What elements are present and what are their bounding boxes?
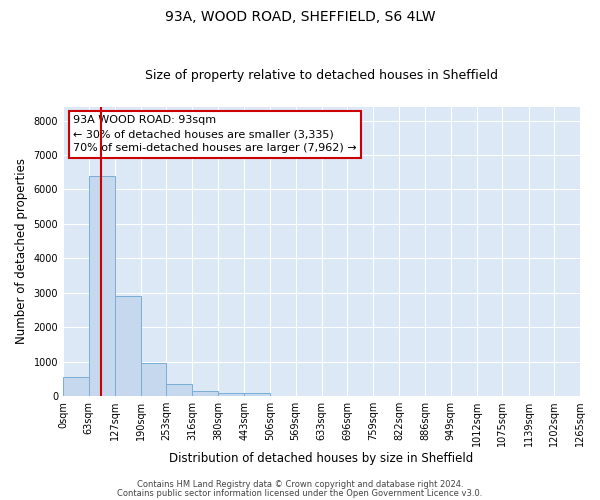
X-axis label: Distribution of detached houses by size in Sheffield: Distribution of detached houses by size … bbox=[169, 452, 473, 465]
Bar bbox=[89, 176, 115, 396]
Bar bbox=[244, 394, 270, 396]
Text: Contains HM Land Registry data © Crown copyright and database right 2024.: Contains HM Land Registry data © Crown c… bbox=[137, 480, 463, 489]
Text: 93A WOOD ROAD: 93sqm
← 30% of detached houses are smaller (3,335)
70% of semi-de: 93A WOOD ROAD: 93sqm ← 30% of detached h… bbox=[73, 116, 357, 154]
Bar bbox=[218, 392, 244, 396]
Bar bbox=[115, 296, 140, 396]
Bar bbox=[140, 364, 166, 396]
Text: Contains public sector information licensed under the Open Government Licence v3: Contains public sector information licen… bbox=[118, 488, 482, 498]
Title: Size of property relative to detached houses in Sheffield: Size of property relative to detached ho… bbox=[145, 69, 498, 82]
Text: 93A, WOOD ROAD, SHEFFIELD, S6 4LW: 93A, WOOD ROAD, SHEFFIELD, S6 4LW bbox=[164, 10, 436, 24]
Bar bbox=[63, 377, 89, 396]
Y-axis label: Number of detached properties: Number of detached properties bbox=[15, 158, 28, 344]
Bar bbox=[192, 391, 218, 396]
Bar bbox=[166, 384, 192, 396]
